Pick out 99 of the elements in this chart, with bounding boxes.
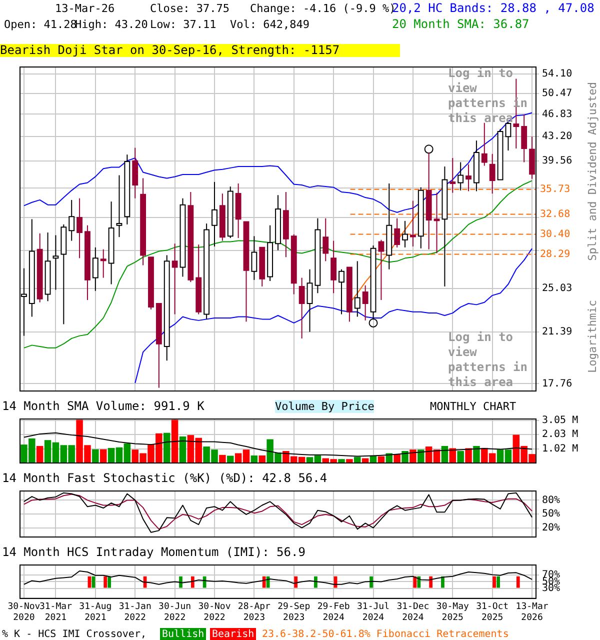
y-axis-title: Split and Dividend Adjusted	[586, 82, 599, 261]
x-tick-label: 28-Apr 2023	[238, 602, 272, 623]
candlestick	[450, 158, 456, 194]
bar	[473, 446, 480, 463]
bar	[100, 449, 107, 463]
bar	[402, 450, 408, 463]
candlestick	[458, 162, 464, 191]
annotation: Log in to view patterns in this area	[448, 330, 528, 390]
candlestick	[116, 174, 122, 238]
candlestick	[68, 199, 75, 242]
candlestick	[330, 240, 337, 294]
text: Bearish	[210, 628, 256, 640]
text: 13-Mar-26	[55, 2, 115, 15]
bar	[354, 456, 361, 463]
x-tick-label: 30-Nov 2022	[198, 602, 231, 623]
bar	[338, 459, 345, 463]
candlestick	[481, 122, 488, 166]
candlestick	[378, 239, 384, 301]
y-tick-label: 21.39	[542, 326, 572, 338]
bar	[163, 432, 170, 463]
y-tick-label: 17.76	[542, 378, 572, 390]
candlestick	[338, 268, 344, 315]
bar	[418, 450, 424, 463]
x-tick-label: 31-Mar 2021	[39, 602, 73, 623]
bar	[457, 450, 464, 463]
y-tick-label: 2.03 M	[542, 429, 578, 440]
candlestick	[362, 284, 368, 321]
candlestick	[306, 268, 313, 332]
y-tick-label: 46.83	[542, 108, 572, 120]
text: 20 Month SMA: 36.87	[392, 17, 530, 31]
bar	[346, 459, 353, 463]
candlestick	[92, 246, 98, 292]
y-tick-label: 20%	[542, 522, 560, 534]
y-tick-label: 50%	[542, 508, 560, 520]
text: Close: 37.75	[150, 2, 230, 15]
y-tick-label: 43.20	[542, 131, 572, 142]
chart-title: 14 Month SMA Volume: 991.9 K	[2, 399, 204, 413]
x-tick-label: 30-Nov 2020	[8, 602, 40, 623]
bar	[226, 456, 234, 463]
x-tick-label: 30-May 2025	[436, 602, 470, 623]
candlestick	[434, 192, 440, 254]
bar	[179, 436, 186, 463]
x-tick-label: 30-Jun 2022	[158, 602, 192, 623]
x-tick-label: 29-Feb 2024	[317, 602, 350, 623]
candlestick	[100, 248, 106, 278]
candlestick	[298, 277, 305, 339]
text: 20,2 HC Bands: 28.88 , 47.08	[392, 1, 594, 15]
candlestick	[521, 114, 528, 163]
ref-line-label: 28.29	[540, 248, 570, 260]
y-tick-label: 50.47	[542, 88, 572, 99]
candlestick	[402, 220, 408, 248]
bar	[171, 420, 178, 463]
text: Bullish	[160, 628, 206, 640]
x-tick-label: 31-Dec 2024	[396, 602, 430, 623]
candlestick	[394, 218, 400, 248]
chart-title: 14 Month Fast Stochastic (%K) (%D): 42.8 56.4	[2, 471, 328, 485]
ref-line-label: 35.73	[540, 184, 570, 195]
text: Volume By Price	[275, 400, 374, 413]
y-tick-label: 80%	[542, 494, 560, 506]
x-tick-label: 31-Oct 2025	[476, 602, 509, 623]
candlestick	[251, 236, 258, 280]
bar	[410, 450, 416, 463]
bar	[394, 454, 400, 463]
x-tick-label: 13-Mar 2026	[516, 602, 549, 623]
text: High: 43.20	[75, 18, 148, 31]
text: 23.6-38.2-50-61.8% Fibonacci Retracements	[262, 628, 509, 640]
chart-title: Bearish Doji Star on 30-Sep-16, Strength: -1157	[0, 43, 400, 57]
y-tick-label: 39.56	[542, 156, 572, 167]
ref-line-label: 30.40	[540, 228, 570, 240]
candlestick	[212, 181, 218, 247]
x-tick-label: 29-Sep 2023	[278, 602, 310, 623]
x-tick-label: 31-Jan 2022	[118, 602, 152, 623]
x-tick-label: 31-Jul 2024	[357, 602, 390, 623]
bar	[36, 446, 44, 463]
candlestick	[76, 198, 82, 259]
text: % K - HCS IMI Crossover,	[2, 628, 146, 640]
bar	[465, 448, 472, 463]
bar	[219, 454, 226, 463]
y-tick-label: 54.10	[542, 68, 572, 80]
y-tick-label: 3.05 M	[542, 414, 578, 426]
y-tick-label: 1.02 M	[542, 443, 578, 454]
candlestick	[52, 234, 59, 290]
candlestick	[322, 218, 329, 262]
text: Vol: 642,849	[230, 18, 310, 31]
x-tick-label: 31-Aug 2021	[79, 602, 112, 623]
text: MONTHLY CHART	[430, 400, 516, 413]
ref-line-label: 32.68	[540, 208, 570, 220]
bar	[92, 449, 99, 463]
candlestick	[172, 243, 178, 315]
candlestick	[466, 164, 472, 192]
candlestick	[489, 153, 496, 194]
candlestick	[354, 260, 360, 318]
chart-title: 14 Month HCS Intraday Momentum (IMI): 56.9	[2, 545, 306, 559]
text: Low: 37.11	[150, 18, 216, 31]
candlestick	[410, 200, 416, 247]
text: Logarithmic	[586, 300, 599, 373]
bar	[258, 455, 266, 463]
text: Open: 41.28	[4, 18, 77, 31]
y-tick-label: 25.03	[542, 282, 572, 294]
